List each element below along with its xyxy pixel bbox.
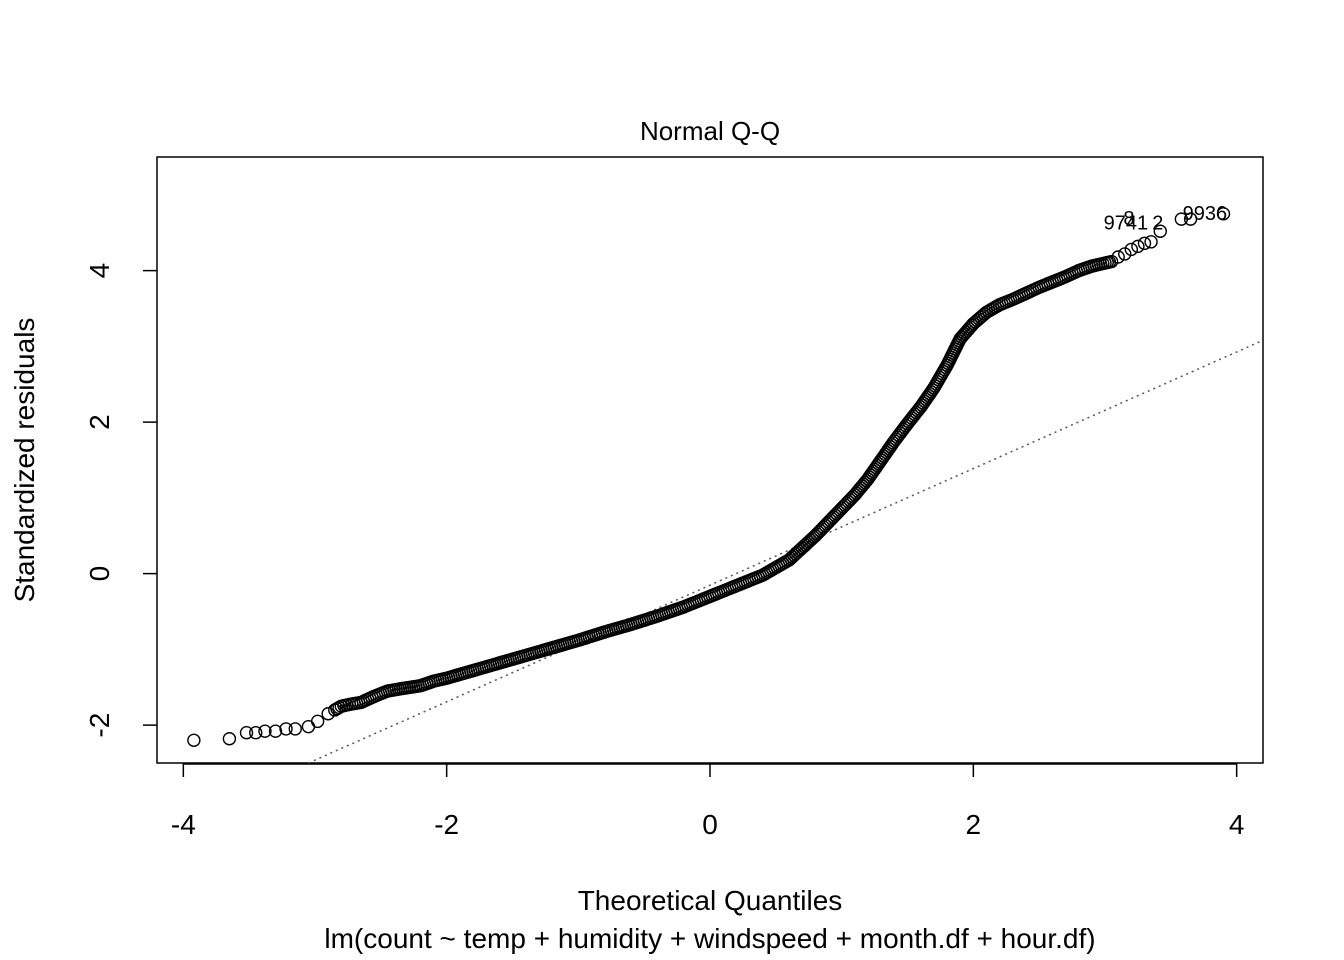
data-point: [249, 726, 263, 740]
data-point: [301, 719, 316, 734]
data-point: [268, 724, 283, 738]
data-point: [1216, 207, 1231, 221]
x-tick-label: 2: [966, 809, 982, 840]
point-label: 9741: [1104, 213, 1149, 235]
data-point: [1111, 250, 1125, 264]
data-point: [187, 733, 201, 747]
point-labels: 9936 9741 28: [1104, 203, 1228, 235]
y-tick-label: -2: [84, 713, 115, 738]
data-point: [1124, 242, 1139, 257]
data-point: [258, 724, 272, 738]
x-tick-label: 0: [702, 809, 718, 840]
x-axis-label: Theoretical Quantiles: [578, 885, 843, 916]
x-tick-label: -2: [434, 809, 459, 840]
reference-line: [308, 339, 1264, 764]
point-label: 8: [1123, 208, 1134, 230]
data-point: [1174, 212, 1189, 226]
data-point: [239, 726, 254, 740]
data-point: [1104, 254, 1119, 269]
data-point: [1144, 235, 1158, 249]
data-point: [288, 722, 302, 736]
data-point: [279, 722, 293, 736]
point-label: 9936: [1183, 203, 1228, 225]
chart-subtitle: lm(count ~ temp + humidity + windspeed +…: [324, 923, 1095, 954]
data-points: [187, 207, 1231, 747]
data-point: [222, 732, 237, 746]
x-tick-label: 4: [1229, 809, 1245, 840]
data-point: [1118, 247, 1132, 261]
x-tick-label: -4: [171, 809, 196, 840]
y-tick-label: 4: [84, 263, 115, 279]
data-point: [310, 714, 325, 729]
y-axis-label: Standardized residuals: [9, 318, 40, 603]
y-tick-label: 0: [84, 566, 115, 582]
y-axis: -2 0 2 4: [84, 263, 157, 738]
plot-frame: [156, 156, 1264, 764]
data-point: [1137, 236, 1152, 251]
data-point: [1153, 224, 1168, 238]
data-point: [1131, 239, 1145, 254]
chart-title: Normal Q-Q: [640, 116, 780, 146]
point-label: 2: [1152, 213, 1163, 235]
y-tick-label: 2: [84, 414, 115, 430]
x-axis: -4 -2 0 2 4: [171, 763, 1245, 840]
data-point: [1183, 212, 1198, 226]
